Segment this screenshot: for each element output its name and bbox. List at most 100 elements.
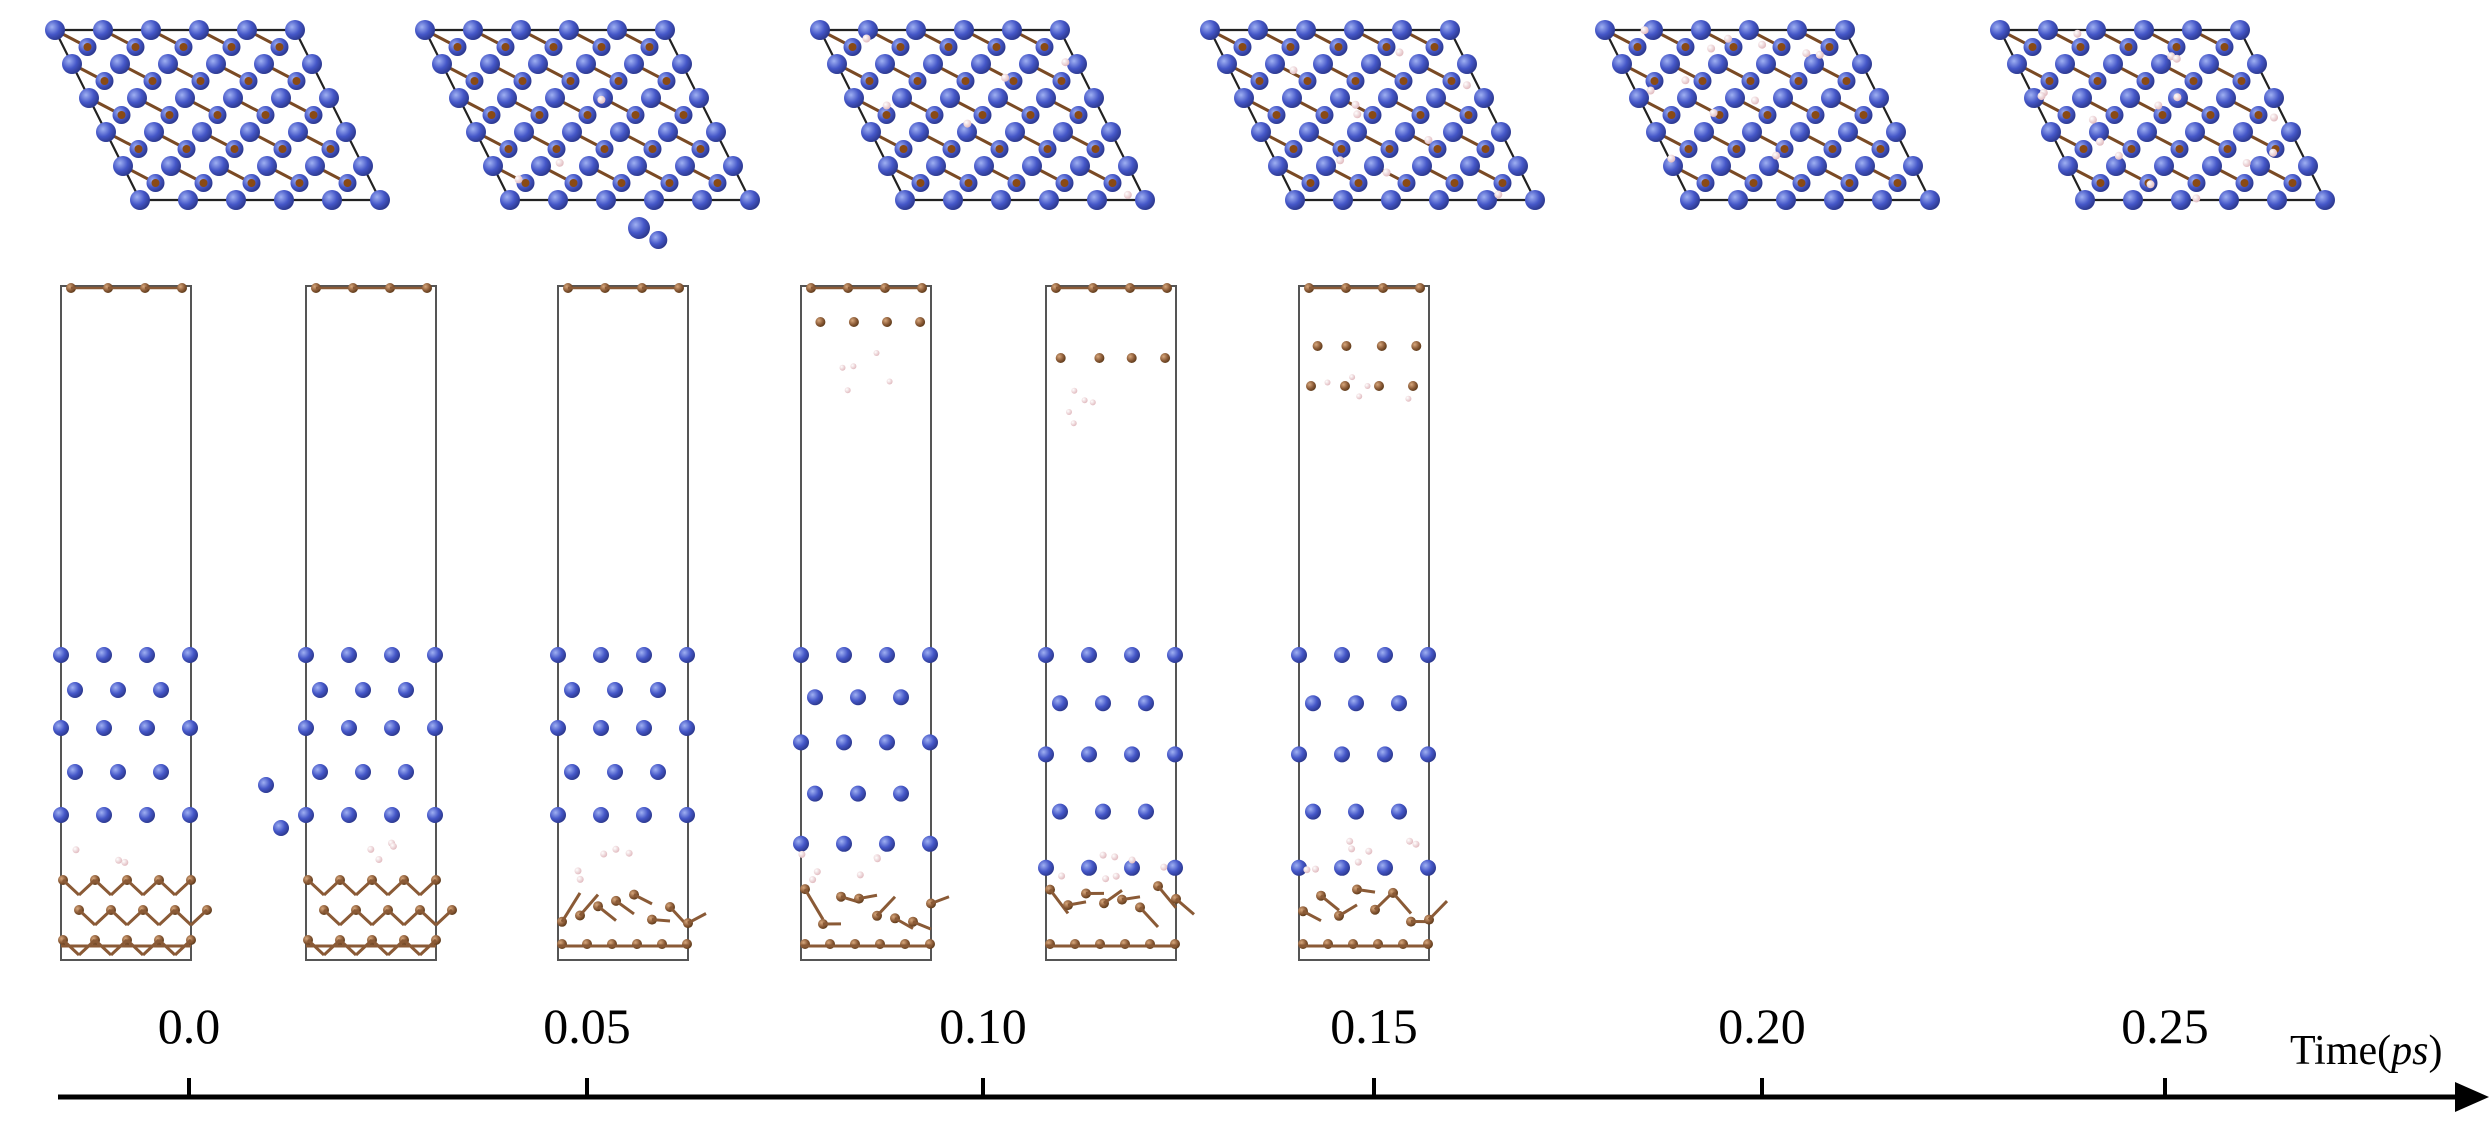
bond xyxy=(402,908,422,927)
c-atom xyxy=(2223,145,2232,153)
n-atom xyxy=(1443,122,1463,142)
n-atom xyxy=(178,190,198,210)
c-atom xyxy=(518,77,527,85)
n-atom xyxy=(740,190,760,210)
c-atom xyxy=(617,179,626,187)
c-atom xyxy=(865,77,874,85)
h-atom xyxy=(1462,81,1471,90)
n-atom xyxy=(312,682,328,698)
bond xyxy=(306,878,326,897)
n-atom xyxy=(607,20,627,40)
n-atom xyxy=(1409,54,1429,74)
bond xyxy=(141,908,161,927)
n-atom xyxy=(2202,156,2222,176)
c-atom xyxy=(1667,111,1676,119)
n-atom xyxy=(2154,156,2174,176)
h-atom xyxy=(2096,137,2104,146)
c-atom xyxy=(230,145,239,153)
c-atom xyxy=(1681,43,1690,51)
c-atom xyxy=(247,179,256,187)
n-atom xyxy=(161,156,181,176)
c-atom xyxy=(1780,145,1789,153)
n-atom xyxy=(449,88,469,108)
h-atom xyxy=(1123,190,1132,199)
n-atom xyxy=(67,682,83,698)
c-atom xyxy=(2192,179,2201,187)
n-atom xyxy=(850,785,866,802)
c-atom xyxy=(848,317,859,327)
c-atom xyxy=(1055,353,1066,363)
c-atom xyxy=(261,111,270,119)
c-atom xyxy=(1063,900,1073,911)
bond xyxy=(354,878,374,897)
c-atom xyxy=(501,43,510,51)
n-atom xyxy=(1872,190,1892,210)
n-atom xyxy=(2007,54,2027,74)
n-atom xyxy=(810,20,830,40)
n-atom xyxy=(624,54,644,74)
n-atom xyxy=(893,689,909,706)
n-atom xyxy=(861,122,881,142)
n-atom xyxy=(322,190,342,210)
c-atom xyxy=(470,77,479,85)
n-atom xyxy=(1038,746,1054,763)
n-atom xyxy=(2151,54,2171,74)
n-atom xyxy=(879,647,895,663)
n-atom xyxy=(1296,20,1316,40)
n-atom xyxy=(807,689,823,706)
c-atom xyxy=(1732,145,1741,153)
n-atom xyxy=(2219,190,2239,210)
c-atom xyxy=(148,77,157,85)
n-atom xyxy=(96,807,112,823)
n-atom xyxy=(1081,746,1097,763)
n-atom xyxy=(319,88,339,108)
bond xyxy=(687,912,707,925)
c-atom xyxy=(1306,381,1316,391)
c-atom xyxy=(549,43,558,51)
n-atom xyxy=(922,647,938,663)
n-atom xyxy=(1313,54,1333,74)
c-atom xyxy=(1303,77,1312,85)
bond xyxy=(1356,888,1376,894)
c-atom xyxy=(1430,43,1439,51)
h-atom xyxy=(1412,840,1420,848)
c-atom xyxy=(1060,179,1069,187)
h-atom xyxy=(813,868,821,876)
c-atom xyxy=(896,43,905,51)
n-atom xyxy=(258,777,274,793)
h-atom xyxy=(2269,148,2278,157)
n-atom xyxy=(957,122,977,142)
c-atom xyxy=(1108,179,1117,187)
bond xyxy=(803,888,825,921)
n-atom xyxy=(2120,88,2140,108)
time-axis-arrowhead xyxy=(2455,1082,2489,1112)
bond xyxy=(141,878,161,897)
c-atom xyxy=(2062,111,2071,119)
h-atom xyxy=(850,363,857,370)
n-atom xyxy=(579,156,599,176)
c-atom xyxy=(964,179,973,187)
n-atom xyxy=(271,88,291,108)
n-atom xyxy=(1477,190,1497,210)
cell-box xyxy=(1045,285,1177,961)
n-atom xyxy=(1525,190,1545,210)
n-atom xyxy=(1474,88,1494,108)
bond xyxy=(1067,900,1087,907)
n-atom xyxy=(844,88,864,108)
n-atom xyxy=(1081,859,1097,876)
h-atom xyxy=(555,158,564,167)
top-view-3 xyxy=(1200,20,1545,210)
n-atom xyxy=(628,217,650,239)
n-atom xyxy=(2058,156,2078,176)
n-atom xyxy=(1835,20,1855,40)
h-atom xyxy=(1312,865,1319,873)
h-atom xyxy=(1724,34,1732,43)
c-atom xyxy=(1498,179,1507,187)
bond xyxy=(651,918,671,923)
n-atom xyxy=(836,835,852,852)
n-atom xyxy=(2041,122,2061,142)
n-atom xyxy=(298,720,314,736)
n-atom xyxy=(1381,190,1401,210)
h-atom xyxy=(1001,73,1010,82)
c-atom xyxy=(295,179,304,187)
